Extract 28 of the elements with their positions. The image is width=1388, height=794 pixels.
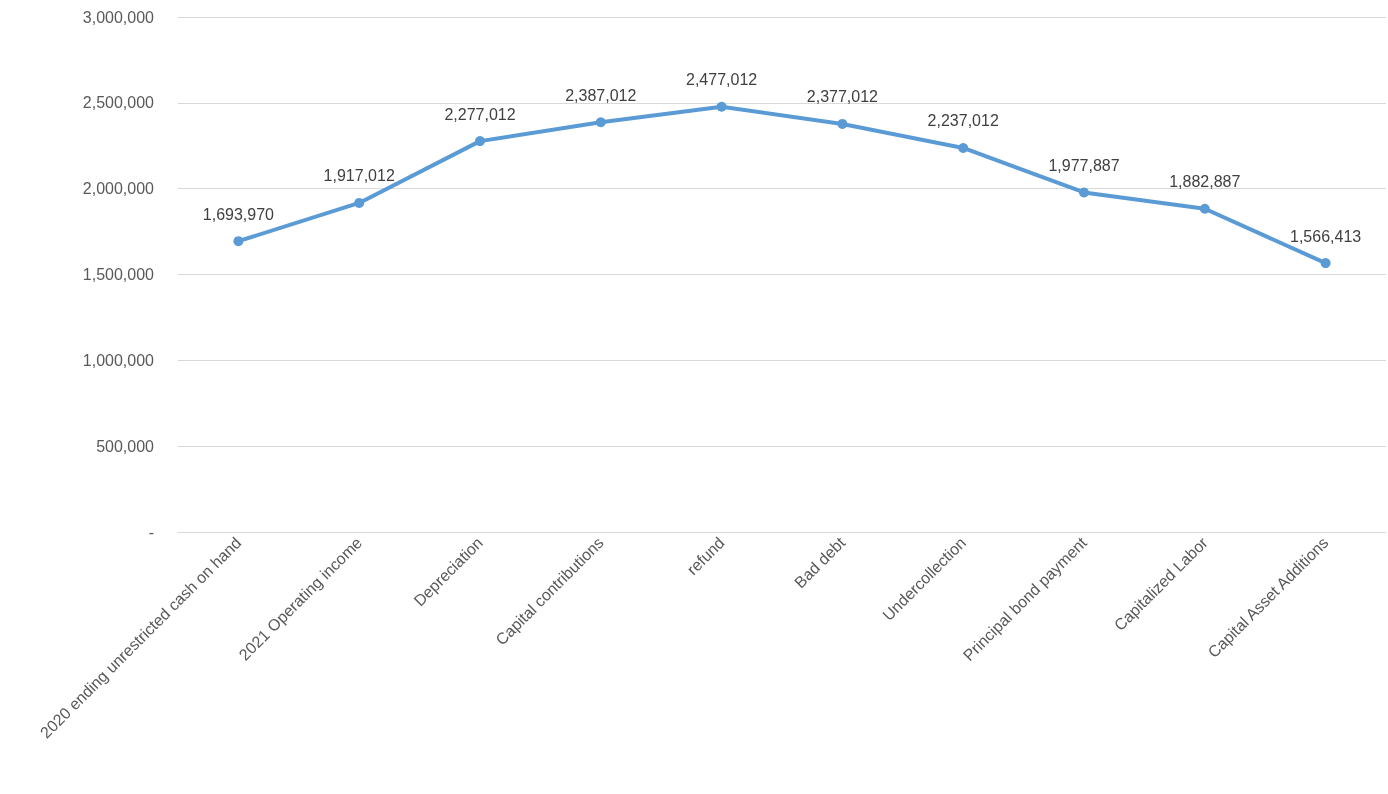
y-tick-label: 2,000,000	[82, 180, 155, 198]
point	[716, 101, 727, 112]
point	[958, 142, 969, 153]
point	[1320, 258, 1331, 269]
point	[837, 118, 848, 129]
point	[1079, 187, 1089, 198]
data-label: 1,977,887	[1048, 156, 1120, 174]
point	[1199, 203, 1210, 214]
y-tick-label: 1,000,000	[82, 351, 155, 369]
data-label: 2,277,012	[444, 105, 516, 123]
y-tick-label: 500,000	[96, 437, 155, 455]
data-label: 2,237,012	[927, 112, 999, 130]
data-label: 1,566,413	[1290, 227, 1362, 245]
x-tick-label: Bad debt	[791, 533, 849, 592]
y-tick-label: 3,000,000	[82, 8, 155, 26]
data-label: 2,377,012	[806, 88, 879, 106]
data-label: 2,387,012	[565, 86, 637, 104]
data-label: 1,693,970	[202, 205, 275, 223]
data-label: 1,917,012	[323, 167, 395, 185]
point	[595, 117, 606, 128]
data-label: 2,477,012	[686, 71, 758, 89]
y-tick-label: -	[148, 523, 154, 541]
y-tick-label: 2,500,000	[82, 94, 155, 112]
point	[475, 136, 485, 147]
point	[233, 236, 244, 247]
y-tick-label: 1,500,000	[82, 266, 155, 283]
data-label: 1,882,887	[1169, 173, 1241, 191]
point	[354, 197, 365, 208]
